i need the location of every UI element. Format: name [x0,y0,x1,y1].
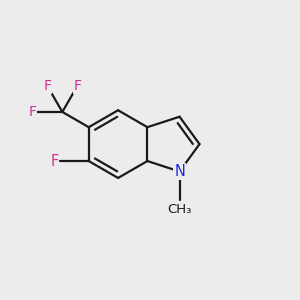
Text: F: F [50,154,58,169]
Text: F: F [43,79,51,93]
Text: F: F [74,79,81,93]
Text: N: N [174,164,185,179]
Text: F: F [28,105,36,119]
Text: CH₃: CH₃ [167,202,192,216]
